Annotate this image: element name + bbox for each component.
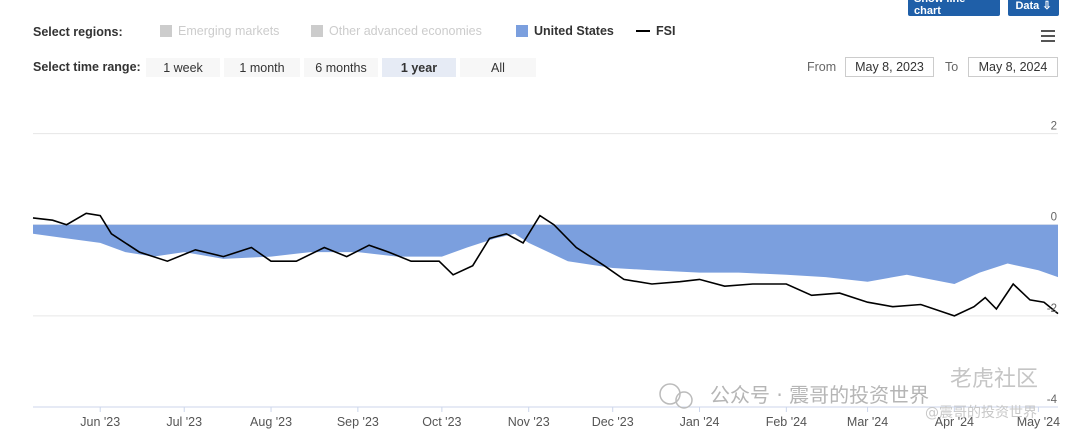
emerging-markets-swatch	[160, 25, 172, 37]
hamburger-menu-icon[interactable]	[1041, 30, 1055, 45]
x-tick-label: Sep '23	[337, 415, 379, 429]
watermark: 公众号 · 震哥的投资世界 @震哥的投资世界 老虎社区	[659, 367, 1038, 421]
x-tick-label: Nov '23	[508, 415, 550, 429]
from-label: From	[807, 60, 837, 74]
x-tick-label: Jul '23	[166, 415, 202, 429]
legend-fsi[interactable]: FSI	[636, 24, 675, 38]
watermark-handle: @震哥的投资世界	[925, 405, 1037, 421]
show-line-chart-button[interactable]: Show line chart	[908, 0, 1000, 17]
range-all-button[interactable]: All	[460, 58, 536, 77]
legend-emerging-markets[interactable]: Emerging markets	[160, 24, 279, 38]
select-time-range-label: Select time range:	[33, 60, 141, 74]
fsi-chart: Jun '23 Jul '23 Aug '23 Sep '23 Oct '23 Nov '…	[32, 121, 1060, 429]
x-tick-label: Jun '23	[80, 415, 120, 429]
united-states-swatch	[516, 25, 528, 37]
from-date-input[interactable]: May 8, 2023	[845, 57, 934, 77]
fsi-line	[32, 212, 1059, 317]
legend-label: Emerging markets	[178, 24, 280, 38]
select-regions-label: Select regions:	[33, 25, 123, 39]
watermark-text: 公众号 · 震哥的投资世界	[710, 383, 929, 407]
x-tick-label: May '24	[1017, 415, 1060, 429]
x-tick-label: Oct '23	[422, 415, 461, 429]
fsi-line-swatch	[636, 30, 650, 32]
range-1-year-button[interactable]: 1 year	[382, 58, 456, 77]
data-download-button[interactable]: Data ⇩	[1008, 0, 1059, 16]
y-tick-label: -4	[1047, 394, 1058, 406]
range-1-month-button[interactable]: 1 month	[224, 58, 300, 77]
x-tick-label: Dec '23	[592, 415, 634, 429]
y-tick-label: 0	[1051, 212, 1057, 224]
legend-label: FSI	[656, 24, 676, 38]
y-tick-label: 2	[1051, 121, 1057, 133]
wechat-icon	[659, 383, 681, 405]
watermark-tiger: 老虎社区	[950, 367, 1038, 392]
legend-united-states[interactable]: United States	[516, 24, 614, 38]
x-tick-label: Feb '24	[766, 415, 807, 429]
united-states-area	[33, 224, 1058, 284]
range-6-months-button[interactable]: 6 months	[304, 58, 378, 77]
x-tick-label: Apr '24	[935, 415, 974, 429]
wechat-icon-2	[675, 391, 693, 409]
legend-label: United States	[534, 24, 614, 38]
x-tick-label: Jan '24	[680, 415, 720, 429]
x-tick-label: Aug '23	[250, 415, 292, 429]
range-1-week-button[interactable]: 1 week	[146, 58, 220, 77]
to-date-input[interactable]: May 8, 2024	[968, 57, 1058, 77]
legend-label: Other advanced economies	[329, 24, 482, 38]
y-tick-label: -2	[1047, 303, 1057, 315]
to-label: To	[945, 60, 959, 74]
x-tick-label: Mar '24	[847, 415, 888, 429]
legend-other-advanced[interactable]: Other advanced economies	[311, 24, 482, 38]
other-advanced-swatch	[311, 25, 323, 37]
